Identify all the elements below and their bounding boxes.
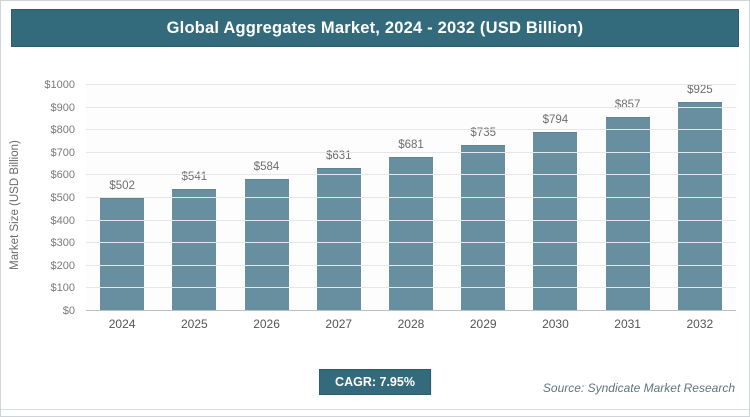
bar-value-label: $541 — [181, 171, 208, 183]
bar-value-label: $794 — [542, 114, 569, 126]
x-tick-label: 2026 — [253, 317, 280, 331]
x-tick-label: 2031 — [614, 317, 641, 331]
gridline — [86, 197, 736, 198]
bar-value-label: $681 — [398, 139, 424, 151]
bar-2024 — [100, 198, 145, 311]
bar-series: $502 $541 $584 $631 $681 $735 $794 $857 $925 — [86, 84, 736, 311]
chart-title: Global Aggregates Market, 2024 - 2032 (U… — [166, 18, 584, 37]
bar-column: $502 — [86, 85, 158, 311]
bar-2029 — [461, 145, 506, 311]
y-tick-label: $0 — [62, 305, 75, 317]
bar-column: $584 — [230, 85, 302, 311]
gridline — [86, 242, 736, 244]
gridline — [86, 287, 736, 289]
bar-2026 — [244, 179, 289, 311]
gridline — [86, 174, 736, 176]
bar-value-label: $502 — [109, 180, 135, 192]
bar-column: $925 — [664, 84, 736, 311]
y-tick-label: $900 — [50, 101, 75, 114]
y-tick-label: $500 — [50, 192, 75, 204]
bar-column: $631 — [303, 85, 375, 311]
bar-value-label: $857 — [614, 99, 641, 111]
gridline — [86, 219, 736, 221]
bar-value-label: $631 — [325, 150, 352, 162]
bar-value-label: $925 — [687, 84, 713, 96]
bar-column: $541 — [158, 85, 230, 311]
y-tick-label: $300 — [50, 237, 75, 250]
x-tick-label: 2024 — [108, 317, 136, 331]
source-credit: Source: Syndicate Market Research — [542, 381, 735, 395]
bottom-divider — [1, 409, 749, 410]
bar-2025 — [172, 189, 217, 311]
x-tick-label: 2028 — [397, 317, 425, 331]
x-tick-label: 2025 — [180, 317, 208, 331]
gridline — [86, 106, 736, 108]
y-tick-label: $700 — [50, 146, 75, 159]
gridline — [86, 151, 736, 153]
bar-2032 — [677, 102, 722, 311]
x-tick-label: 2030 — [542, 317, 569, 331]
x-axis-line — [86, 310, 736, 311]
x-axis-labels: 2024 2025 2026 2027 2028 2029 2030 2031 2032 — [86, 313, 736, 335]
bar-2028 — [388, 157, 433, 311]
bar-column: $857 — [592, 85, 664, 311]
x-tick-label: 2029 — [469, 317, 497, 331]
bar-2027 — [316, 168, 361, 311]
y-tick-label: $600 — [50, 169, 75, 182]
gridline — [86, 129, 736, 131]
y-tick-label: $800 — [50, 124, 75, 137]
gridline — [86, 84, 736, 85]
bar-column: $681 — [375, 85, 447, 311]
y-axis-title: Market Size (USD Billion) — [9, 140, 21, 270]
y-tick-label: $400 — [50, 214, 75, 227]
y-tick-label: $100 — [50, 282, 75, 295]
y-tick-label: $200 — [50, 259, 75, 272]
y-axis-tick-labels: $1000 $900 $800 $700 $600 $500 $400 $300 $200 $10… — [37, 79, 81, 317]
bar-column: $794 — [519, 85, 591, 311]
y-tick-label: $1000 — [44, 79, 75, 91]
cagr-badge: CAGR: 7.95% — [319, 369, 431, 395]
plot-area: $502 $541 $584 $631 $681 $735 $794 $857 $925 — [86, 84, 736, 311]
bar-value-label: $584 — [253, 161, 280, 173]
gridline — [86, 264, 736, 266]
chart-title-bar: Global Aggregates Market, 2024 - 2032 (U… — [11, 9, 739, 47]
bar-column: $735 — [447, 85, 519, 311]
x-tick-label: 2027 — [325, 317, 353, 331]
bar-2031 — [605, 117, 650, 311]
x-tick-label: 2032 — [686, 317, 714, 331]
bar-2030 — [533, 132, 578, 311]
